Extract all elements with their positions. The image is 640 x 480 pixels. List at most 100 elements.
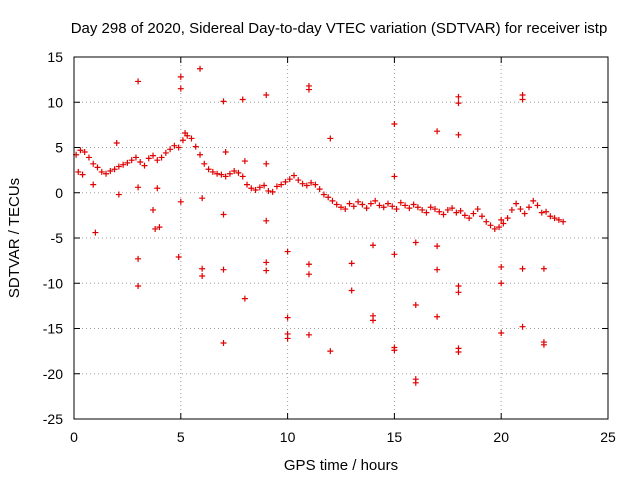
data-point	[434, 313, 441, 320]
data-point	[90, 160, 97, 167]
x-tick-label: 0	[70, 429, 78, 445]
data-point	[327, 348, 334, 355]
data-points	[73, 65, 567, 386]
data-point	[440, 211, 447, 218]
data-point	[338, 204, 344, 211]
data-point	[521, 210, 528, 217]
x-tick-labels: 0 5 10 15 20 25	[70, 429, 616, 445]
data-point	[496, 224, 503, 231]
y-tick-label: -10	[43, 275, 63, 291]
data-point	[214, 170, 221, 177]
data-point	[455, 282, 462, 289]
data-point	[115, 191, 122, 198]
data-point	[263, 217, 270, 224]
data-point	[235, 169, 242, 176]
data-point	[455, 131, 462, 138]
y-tick-label: -20	[43, 366, 63, 382]
data-point	[220, 211, 227, 218]
data-point	[152, 225, 159, 232]
data-point	[500, 220, 507, 227]
data-point	[455, 93, 462, 100]
data-point	[434, 243, 441, 250]
data-point	[412, 379, 419, 386]
y-tick-label: -15	[43, 321, 63, 337]
x-tick-label: 15	[387, 429, 403, 445]
data-point	[316, 186, 323, 193]
data-point	[182, 130, 189, 137]
data-point	[370, 317, 377, 324]
data-point	[461, 212, 468, 219]
data-point	[162, 149, 169, 156]
data-point	[220, 98, 227, 105]
data-point	[175, 254, 182, 261]
data-point	[391, 347, 398, 354]
data-point	[209, 168, 216, 175]
data-point	[327, 135, 334, 142]
data-point	[256, 184, 263, 191]
data-point	[192, 143, 199, 150]
data-point	[135, 78, 142, 85]
data-point	[391, 173, 398, 180]
y-tick-label: -25	[43, 411, 63, 427]
y-tick-labels: -25 -20 -15 -10 -5 0 5 10 15	[43, 49, 63, 427]
data-point	[525, 204, 532, 211]
data-point	[197, 151, 204, 158]
data-point	[124, 159, 131, 166]
data-point	[513, 200, 520, 207]
data-point	[137, 158, 144, 165]
data-point	[498, 330, 505, 337]
data-point	[555, 216, 562, 223]
x-tick-label: 25	[600, 429, 616, 445]
data-point	[455, 349, 462, 356]
data-point	[376, 202, 383, 209]
data-point	[312, 181, 319, 188]
data-point	[478, 213, 485, 220]
y-tick-label: -5	[51, 230, 64, 246]
data-point	[453, 209, 460, 216]
data-point	[320, 191, 327, 198]
data-point	[199, 195, 206, 202]
data-point	[519, 265, 526, 272]
data-point	[305, 261, 312, 268]
data-point	[547, 213, 554, 220]
data-point	[79, 171, 86, 178]
data-point	[474, 206, 481, 213]
data-point	[470, 210, 477, 217]
data-point	[103, 170, 110, 177]
data-point	[305, 331, 312, 338]
data-point	[348, 260, 355, 267]
data-point	[269, 188, 276, 195]
data-point	[295, 177, 302, 184]
data-point	[455, 289, 462, 296]
data-point	[278, 181, 285, 188]
grid-lines	[74, 57, 608, 419]
data-point	[412, 239, 419, 246]
data-point	[355, 198, 362, 205]
y-tick-label: 5	[55, 140, 63, 156]
data-point	[239, 173, 246, 180]
data-point	[406, 205, 413, 212]
data-point	[427, 204, 434, 211]
data-point	[120, 161, 127, 168]
data-point	[132, 154, 139, 161]
data-point	[367, 200, 374, 207]
data-point	[220, 266, 227, 273]
data-point	[111, 166, 118, 173]
data-point	[391, 251, 398, 258]
data-point	[540, 341, 547, 348]
data-point	[329, 197, 336, 204]
data-point	[449, 205, 456, 212]
data-point	[135, 255, 142, 262]
x-tick-label: 20	[493, 429, 509, 445]
data-point	[305, 271, 312, 278]
x-tick-label: 5	[177, 429, 185, 445]
data-point	[75, 168, 82, 175]
data-point	[466, 215, 473, 222]
y-tick-label: 0	[55, 185, 63, 201]
data-point	[252, 187, 259, 194]
data-point	[487, 222, 494, 229]
data-point	[135, 282, 142, 289]
data-point	[483, 218, 490, 225]
